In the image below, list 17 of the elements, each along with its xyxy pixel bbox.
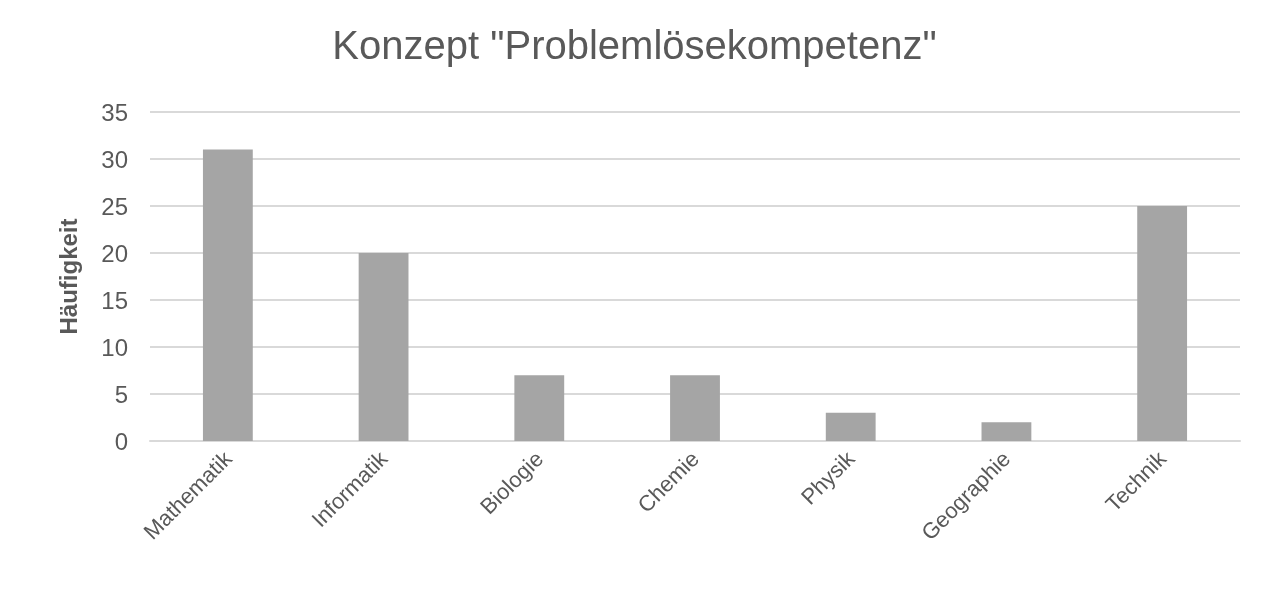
y-tick-label: 25 xyxy=(101,192,128,220)
bar xyxy=(825,412,876,441)
y-tick-label: 0 xyxy=(114,427,128,455)
y-tick-label: 35 xyxy=(101,98,128,126)
y-axis-title: Häufigkeit xyxy=(54,218,82,335)
bar xyxy=(514,375,565,441)
chart-title: Konzept "Problemlösekompetenz" xyxy=(332,23,937,67)
bar xyxy=(358,253,409,441)
bar xyxy=(981,422,1032,441)
bar xyxy=(670,375,720,441)
y-tick-label: 10 xyxy=(101,333,128,361)
y-tick-label: 20 xyxy=(101,239,128,267)
y-tick-label: 5 xyxy=(114,380,128,408)
bar xyxy=(202,149,253,441)
y-tick-label: 30 xyxy=(101,145,128,173)
bar xyxy=(1137,206,1188,441)
y-tick-label: 15 xyxy=(101,286,128,314)
